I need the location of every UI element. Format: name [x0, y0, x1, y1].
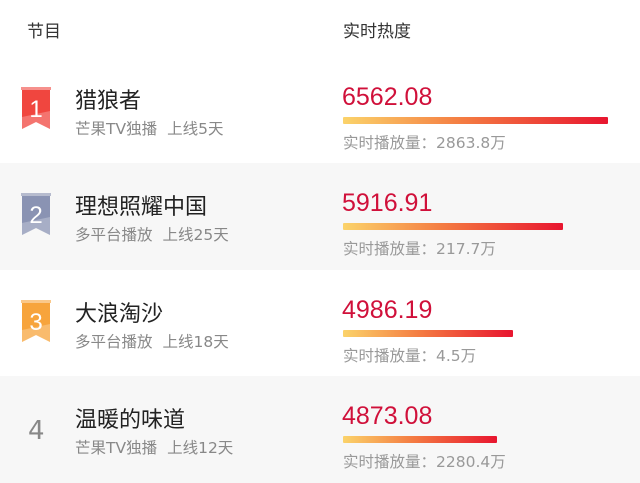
- column-header-heat: 实时热度: [343, 22, 411, 42]
- platform: 多平台播放: [75, 226, 153, 244]
- play-count-label: 实时播放量：: [343, 453, 437, 471]
- play-count: 实时播放量：217.7万: [343, 237, 496, 259]
- program-title[interactable]: 理想照耀中国: [75, 195, 208, 220]
- ranking-row[interactable]: 3 大浪淘沙 多平台播放 上线18天 4986.19 实时播放量：4.5万: [0, 270, 640, 377]
- list-header: 节目 实时热度: [0, 0, 640, 57]
- program-info: 多平台播放 上线25天: [75, 223, 229, 245]
- heat-score: 5916.91: [342, 189, 433, 217]
- days-online: 上线18天: [162, 333, 229, 351]
- play-count-value: 2863.8万: [436, 134, 506, 152]
- heat-score: 6562.08: [342, 83, 433, 111]
- ranking-row[interactable]: 2 理想照耀中国 多平台播放 上线25天 5916.91 实时播放量：217.7万: [0, 163, 640, 270]
- rank-number: 3: [29, 309, 42, 336]
- program-title[interactable]: 大浪淘沙: [75, 302, 164, 327]
- rank-number: 2: [29, 202, 42, 229]
- play-count-value: 4.5万: [436, 347, 477, 365]
- platform: 多平台播放: [75, 333, 153, 351]
- ranking-row[interactable]: 4 温暖的味道 芒果TV独播 上线12天 4873.08 实时播放量：2280.4…: [0, 376, 640, 483]
- play-count-label: 实时播放量：: [343, 347, 437, 365]
- platform: 芒果TV独播: [75, 439, 158, 457]
- program-info: 多平台播放 上线18天: [75, 330, 229, 352]
- play-count: 实时播放量：2863.8万: [343, 131, 506, 153]
- ranking-row[interactable]: 1 猎狼者 芒果TV独播 上线5天 6562.08 实时播放量：2863.8万: [0, 57, 640, 164]
- program-info: 芒果TV独播 上线12天: [75, 436, 233, 458]
- program-info: 芒果TV独播 上线5天: [75, 117, 223, 139]
- days-online: 上线12天: [167, 439, 234, 457]
- days-online: 上线5天: [167, 120, 224, 138]
- play-count-label: 实时播放量：: [343, 134, 437, 152]
- play-count: 实时播放量：2280.4万: [343, 450, 506, 472]
- play-count-label: 实时播放量：: [343, 240, 437, 258]
- heat-bar: [343, 117, 608, 124]
- rank-ribbon-icon: 1: [21, 87, 51, 129]
- program-title[interactable]: 猎狼者: [75, 89, 142, 114]
- heat-bar: [343, 436, 497, 443]
- rank-ribbon-icon: 3: [21, 300, 51, 342]
- play-count-value: 2280.4万: [436, 453, 506, 471]
- column-header-program: 节目: [27, 22, 61, 42]
- rank-number: 1: [29, 96, 42, 123]
- play-count: 实时播放量：4.5万: [343, 344, 476, 366]
- program-title[interactable]: 温暖的味道: [75, 408, 186, 433]
- rank-ribbon-icon: 2: [21, 193, 51, 235]
- play-count-value: 217.7万: [436, 240, 496, 258]
- heat-score: 4986.19: [342, 296, 433, 324]
- heat-score: 4873.08: [342, 402, 433, 430]
- heat-bar: [343, 330, 513, 337]
- heat-bar: [343, 223, 563, 230]
- days-online: 上线25天: [162, 226, 229, 244]
- rank-number: 4: [28, 416, 45, 446]
- platform: 芒果TV独播: [75, 120, 158, 138]
